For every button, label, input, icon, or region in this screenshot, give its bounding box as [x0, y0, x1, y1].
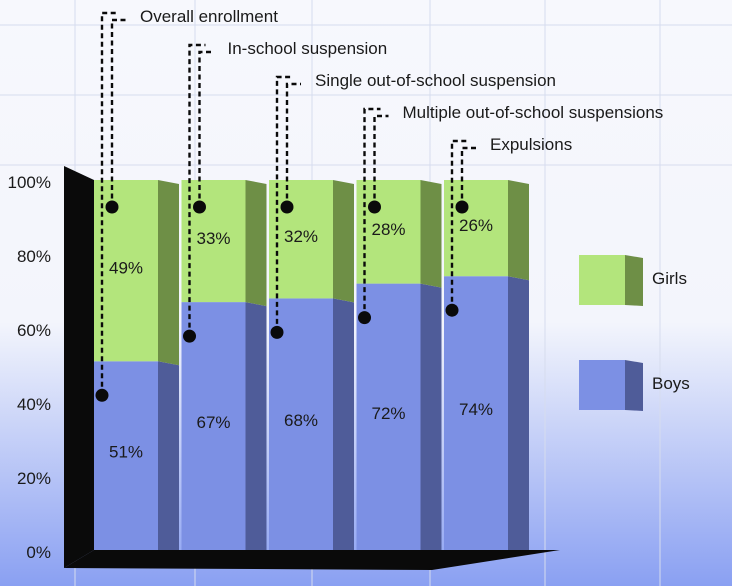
data-label-girls: 49%: [109, 259, 143, 278]
chart-floor: [64, 550, 560, 570]
category-label: Overall enrollment: [140, 7, 278, 26]
category-label: Single out-of-school suspension: [315, 71, 556, 90]
bar-overall-enrollment: 49% 51%: [94, 180, 179, 550]
legend-item-boys: Boys: [579, 360, 690, 411]
leader-line-boys: [188, 43, 206, 337]
bar-segment-girls: [181, 180, 246, 303]
bar-segment-girls: [94, 180, 158, 362]
data-label-boys: 74%: [459, 400, 493, 419]
leader-line-girls: [373, 114, 389, 207]
legend-item-girls: Girls: [579, 255, 687, 306]
legend-swatch-side: [625, 360, 643, 411]
leader-dot-girls: [368, 200, 381, 214]
data-label-girls: 32%: [284, 227, 318, 246]
leader-line-girls: [198, 50, 214, 207]
bar-side-boys: [508, 276, 529, 550]
bar-segment-girls: [356, 180, 421, 284]
leader-overall-enrollment: Overall enrollment: [95, 7, 278, 402]
bar-side-boys: [158, 361, 179, 550]
leader-dot-boys: [358, 311, 371, 325]
category-leaders: Overall enrollment In-school suspension Si…: [95, 7, 664, 402]
bar-in-school-suspension: 33% 67%: [181, 180, 267, 550]
chart-back-wall: [64, 166, 94, 568]
category-label: In-school suspension: [228, 39, 388, 58]
legend-swatch: [579, 255, 625, 305]
bar-multiple-out-of-school-suspensions: 28% 72%: [356, 180, 442, 550]
leader-dot-boys: [183, 329, 196, 343]
bar-side-boys: [333, 298, 354, 550]
y-tick-label-0: 0%: [26, 543, 51, 562]
legend-swatch-side: [625, 255, 643, 306]
bar-side-girls: [245, 180, 267, 307]
data-label-girls: 26%: [459, 216, 493, 235]
leader-line-boys: [100, 11, 118, 396]
category-label: Expulsions: [490, 135, 572, 154]
bar-segment-boys: [181, 302, 246, 550]
data-label-boys: 67%: [196, 413, 230, 432]
leader-dot-boys: [95, 388, 109, 402]
bar-segment-boys: [269, 298, 333, 550]
leader-single-out-of-school-suspension: Single out-of-school suspension: [270, 71, 556, 339]
leader-dot-girls: [105, 200, 119, 214]
leader-dot-boys: [445, 303, 459, 317]
data-label-girls: 28%: [371, 220, 405, 239]
bars: 49% 51% 33% 67% 32% 68% 28% 72% 26% 74%: [94, 180, 529, 550]
bar-side-girls: [158, 180, 179, 366]
bar-segment-girls: [444, 180, 508, 277]
y-tick-label-40: 40%: [17, 395, 51, 414]
legend: Girls Boys: [579, 255, 690, 411]
leader-dot-boys: [270, 325, 284, 339]
bar-side-boys: [245, 302, 267, 550]
category-label: Multiple out-of-school suspensions: [403, 103, 664, 122]
leader-line-boys: [450, 139, 468, 311]
data-label-boys: 68%: [284, 411, 318, 430]
bar-segment-boys: [356, 283, 421, 550]
bar-side-girls: [333, 180, 354, 303]
bar-side-girls: [508, 180, 529, 281]
y-tick-label-80: 80%: [17, 247, 51, 266]
legend-swatch: [579, 360, 625, 410]
bar-segment-girls: [269, 180, 333, 299]
leader-line-boys: [363, 107, 381, 318]
y-tick-label-20: 20%: [17, 469, 51, 488]
leader-dot-girls: [193, 200, 206, 214]
bar-segment-boys: [444, 276, 508, 550]
leader-expulsions: Expulsions: [445, 135, 572, 317]
data-label-boys: 72%: [371, 404, 405, 423]
leader-multiple-out-of-school-suspensions: Multiple out-of-school suspensions: [358, 103, 664, 325]
legend-label: Girls: [652, 269, 687, 288]
leader-dot-girls: [280, 200, 294, 214]
y-tick-label-100: 100%: [8, 173, 51, 192]
y-axis: 0% 20% 40% 60% 80% 100%: [8, 166, 560, 570]
leader-in-school-suspension: In-school suspension: [183, 39, 387, 343]
legend-label: Boys: [652, 374, 690, 393]
leader-line-girls: [110, 18, 126, 207]
y-tick-label-60: 60%: [17, 321, 51, 340]
data-label-girls: 33%: [196, 229, 230, 248]
bar-single-out-of-school-suspension: 32% 68%: [269, 180, 354, 550]
bar-side-boys: [420, 283, 442, 550]
bar-expulsions: 26% 74%: [444, 180, 529, 550]
leader-line-girls: [285, 82, 301, 207]
bar-side-girls: [420, 180, 442, 288]
leader-line-girls: [460, 146, 476, 207]
leader-line-boys: [275, 75, 293, 333]
data-label-boys: 51%: [109, 443, 143, 462]
leader-dot-girls: [455, 200, 469, 214]
